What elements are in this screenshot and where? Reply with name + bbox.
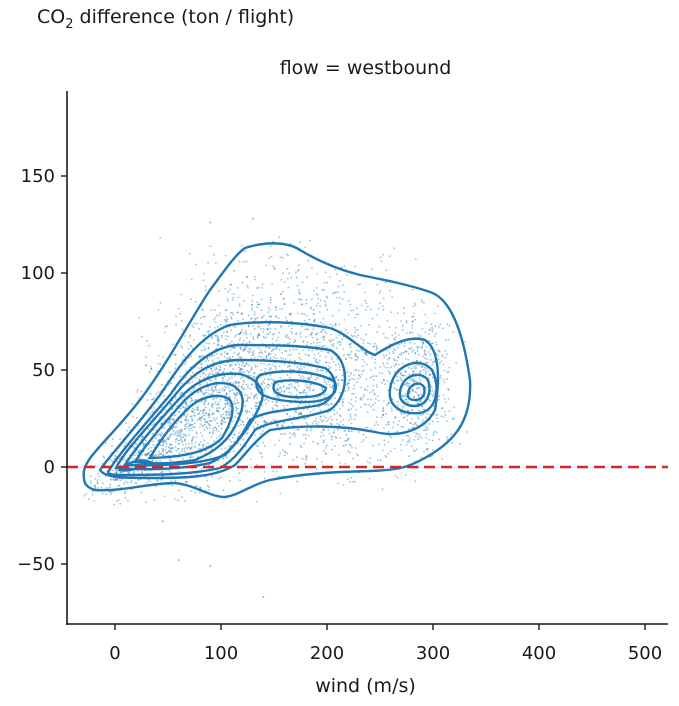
svg-text:100: 100 bbox=[21, 263, 55, 284]
svg-text:−50: −50 bbox=[17, 554, 55, 575]
x-axis-label: wind (m/s) bbox=[315, 675, 416, 697]
svg-text:400: 400 bbox=[522, 643, 556, 664]
scatter-points bbox=[83, 217, 468, 598]
svg-text:500: 500 bbox=[628, 643, 662, 664]
x-ticks: 0 100 200 300 400 500 bbox=[109, 624, 662, 664]
y-ticks: −50 0 50 100 150 bbox=[17, 166, 67, 575]
svg-text:50: 50 bbox=[32, 360, 55, 381]
svg-text:0: 0 bbox=[44, 457, 55, 478]
svg-text:100: 100 bbox=[204, 643, 238, 664]
facet-title: flow = westbound bbox=[279, 57, 452, 79]
y-axis-label: CO2 difference (ton / flight) bbox=[37, 6, 295, 32]
svg-text:0: 0 bbox=[109, 643, 120, 664]
svg-text:200: 200 bbox=[310, 643, 344, 664]
svg-text:300: 300 bbox=[416, 643, 450, 664]
kde-contours bbox=[82, 242, 472, 499]
svg-text:150: 150 bbox=[21, 166, 55, 187]
